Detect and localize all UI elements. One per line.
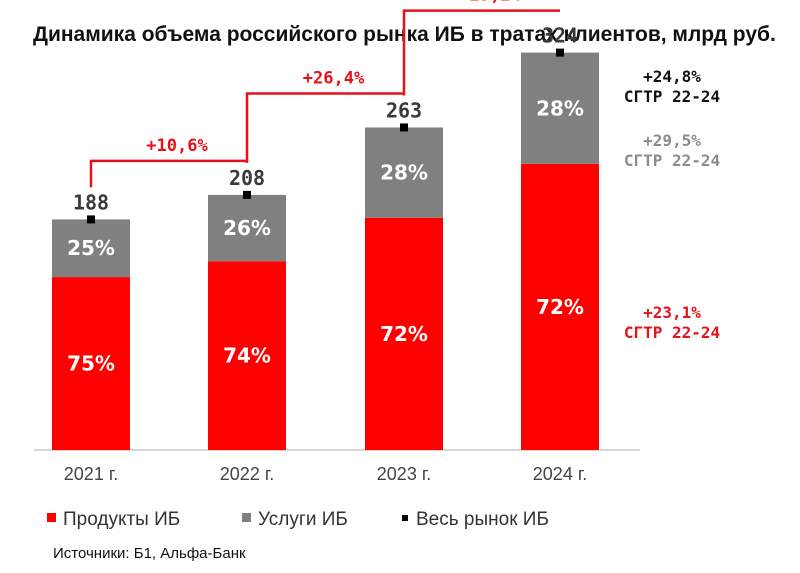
total-label: 188 <box>73 190 109 214</box>
cagr-value: +24,8% <box>643 67 701 86</box>
total-marker <box>556 48 564 57</box>
total-label: 208 <box>229 166 265 190</box>
growth-connector <box>402 9 560 96</box>
bar-products-label: 74% <box>223 344 271 368</box>
bar-products <box>52 277 130 450</box>
bar-services <box>52 219 130 278</box>
total-marker <box>243 190 251 199</box>
x-tick-label: 2024 г. <box>533 464 587 484</box>
growth-connector <box>89 159 247 188</box>
x-tick-label: 2022 г. <box>220 464 274 484</box>
cagr-value: +29,5% <box>643 131 701 150</box>
legend: Продукты ИБ Услуги ИБ Весь рынок ИБ <box>47 509 549 530</box>
bar-services-label: 28% <box>536 96 584 120</box>
cagr-period: СГТР 22-24 <box>624 151 720 170</box>
source-note: Источники: Б1, Альфа-Банк <box>53 545 246 562</box>
bar-products <box>365 217 443 450</box>
growth-label: +26,4% <box>303 68 365 88</box>
total-label: 324 <box>542 24 578 48</box>
x-tick-label: 2021 г. <box>64 464 118 484</box>
legend-label-services: Услуги ИБ <box>258 509 348 530</box>
bar-services <box>208 194 286 262</box>
bar-products-label: 75% <box>67 352 115 376</box>
growth-connector <box>245 92 404 163</box>
growth-label: +23,2% <box>459 0 521 6</box>
bar-products <box>521 163 599 450</box>
bar-products-label: 72% <box>536 295 584 319</box>
legend-label-products: Продукты ИБ <box>63 509 180 530</box>
x-tick-label: 2023 г. <box>377 464 431 484</box>
cagr-period: СГТР 22-24 <box>624 323 720 342</box>
bar-services <box>365 127 443 218</box>
plot-area: 75% 25% 188 2021 г. 74% 26% 208 2022 г. 72% 28% 26… <box>34 0 720 484</box>
total-marker <box>87 215 95 224</box>
bar-services-label: 25% <box>67 236 115 260</box>
legend-label-total: Весь рынок ИБ <box>416 509 549 530</box>
bar-products <box>208 261 286 450</box>
legend-swatch-products <box>47 513 56 522</box>
cagr-period: СГТР 22-24 <box>624 87 720 106</box>
legend-swatch-services <box>242 513 251 522</box>
bar-services <box>521 52 599 164</box>
total-marker <box>400 123 408 132</box>
legend-swatch-total <box>402 515 408 521</box>
bar-services-label: 28% <box>380 161 428 185</box>
total-label: 263 <box>386 98 422 122</box>
cagr-value: +23,1% <box>643 303 701 322</box>
bar-products-label: 72% <box>380 322 428 346</box>
bar-services-label: 26% <box>223 216 271 240</box>
growth-label: +10,6% <box>146 136 208 156</box>
